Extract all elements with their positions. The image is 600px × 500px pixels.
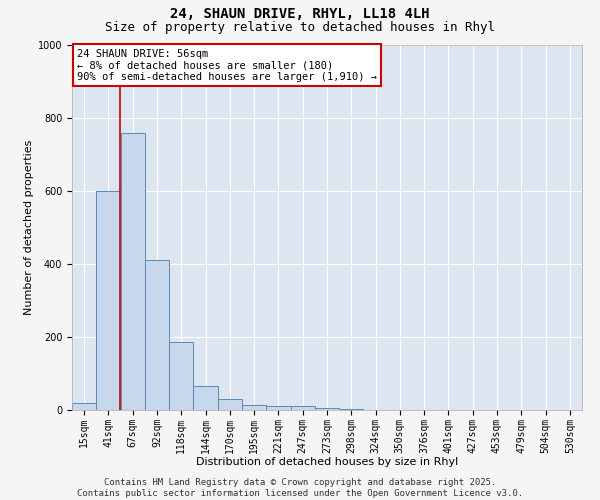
Bar bbox=[72, 402, 96, 410]
Bar bbox=[121, 132, 145, 410]
Bar bbox=[266, 406, 290, 410]
Bar bbox=[193, 386, 218, 410]
Bar bbox=[290, 406, 315, 410]
Text: 24, SHAUN DRIVE, RHYL, LL18 4LH: 24, SHAUN DRIVE, RHYL, LL18 4LH bbox=[170, 8, 430, 22]
X-axis label: Distribution of detached houses by size in Rhyl: Distribution of detached houses by size … bbox=[196, 457, 458, 467]
Text: Contains HM Land Registry data © Crown copyright and database right 2025.
Contai: Contains HM Land Registry data © Crown c… bbox=[77, 478, 523, 498]
Bar bbox=[315, 408, 339, 410]
Text: 24 SHAUN DRIVE: 56sqm
← 8% of detached houses are smaller (180)
90% of semi-deta: 24 SHAUN DRIVE: 56sqm ← 8% of detached h… bbox=[77, 48, 377, 82]
Bar bbox=[96, 191, 121, 410]
Bar bbox=[242, 404, 266, 410]
Bar bbox=[169, 342, 193, 410]
Bar bbox=[145, 260, 169, 410]
Bar bbox=[218, 399, 242, 410]
Text: Size of property relative to detached houses in Rhyl: Size of property relative to detached ho… bbox=[105, 21, 495, 34]
Y-axis label: Number of detached properties: Number of detached properties bbox=[23, 140, 34, 315]
